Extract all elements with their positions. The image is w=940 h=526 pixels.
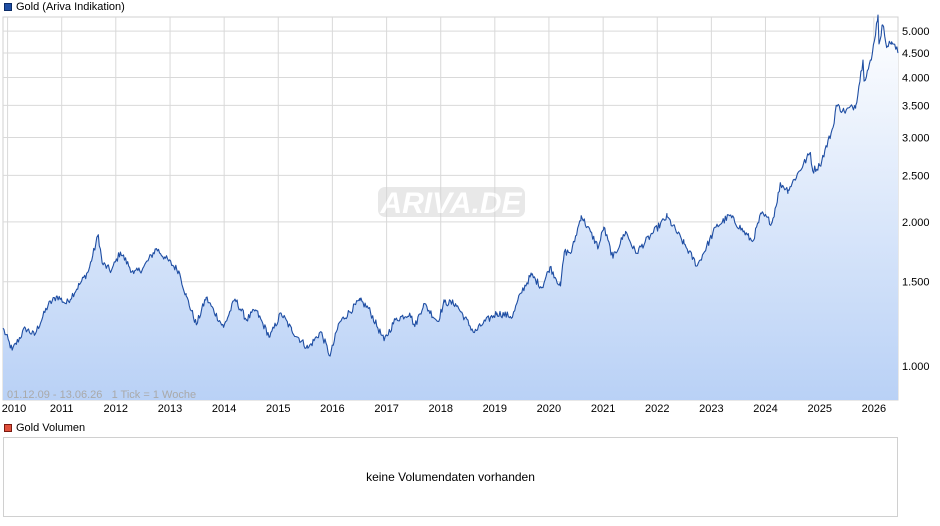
y-tick-label: 2.500 <box>902 170 930 182</box>
x-tick-label: 2018 <box>428 403 452 415</box>
volume-legend-label: Gold Volumen <box>16 422 86 434</box>
price-legend-swatch <box>4 3 12 11</box>
y-tick-label: 3.500 <box>902 100 930 112</box>
no-volume-message: keine Volumendaten vorhanden <box>366 470 535 484</box>
y-tick-label: 3.000 <box>902 132 930 144</box>
x-tick-label: 2013 <box>158 403 182 415</box>
x-tick-label: 2017 <box>374 403 398 415</box>
price-area <box>3 15 898 400</box>
x-tick-label: 2019 <box>483 403 507 415</box>
y-tick-label: 4.500 <box>902 48 930 60</box>
y-tick-label: 2.000 <box>902 217 930 229</box>
y-tick-label: 1.000 <box>902 361 930 373</box>
watermark: ARIVA.DE <box>378 187 525 220</box>
x-tick-label: 2015 <box>266 403 290 415</box>
date-range-label: 01.12.09 - 13.06.26 1 Tick = 1 Woche <box>7 389 196 401</box>
price-chart: ARIVA.DE 1.000 1.500 2.000 2.500 3.000 3.500 4… <box>2 14 930 415</box>
y-gridlines <box>3 30 898 367</box>
price-line <box>2 14 899 357</box>
price-legend-label: Gold (Ariva Indikation) <box>16 1 125 13</box>
y-tick-label: 4.000 <box>902 73 930 85</box>
volume-legend: Gold Volumen <box>4 421 85 435</box>
x-tick-label: 2014 <box>212 403 236 415</box>
x-tick-label: 2021 <box>591 403 615 415</box>
x-tick-label: 2012 <box>104 403 128 415</box>
volume-legend-swatch <box>4 424 12 432</box>
x-tick-label: 2022 <box>645 403 669 415</box>
x-tick-label: 2026 <box>862 403 886 415</box>
x-tick-label: 2024 <box>753 403 777 415</box>
y-tick-label: 1.500 <box>902 277 930 289</box>
price-legend: Gold (Ariva Indikation) <box>4 0 125 14</box>
volume-panel: keine Volumendaten vorhanden <box>3 437 898 517</box>
x-tick-label: 2011 <box>50 403 74 415</box>
y-axis-labels: 1.000 1.500 2.000 2.500 3.000 3.500 4.000 4.500… <box>902 26 930 373</box>
x-axis-labels: 2010 2011 2012 2013 2014 2015 2016 2017 2018 2019… <box>2 403 886 415</box>
x-tick-label: 2025 <box>807 403 831 415</box>
y-tick-label: 5.000 <box>902 26 930 38</box>
x-tick-label: 2020 <box>537 403 561 415</box>
x-tick-label: 2010 <box>2 403 26 415</box>
x-tick-label: 2016 <box>320 403 344 415</box>
x-tick-label: 2023 <box>699 403 723 415</box>
watermark-text: ARIVA.DE <box>379 187 522 220</box>
